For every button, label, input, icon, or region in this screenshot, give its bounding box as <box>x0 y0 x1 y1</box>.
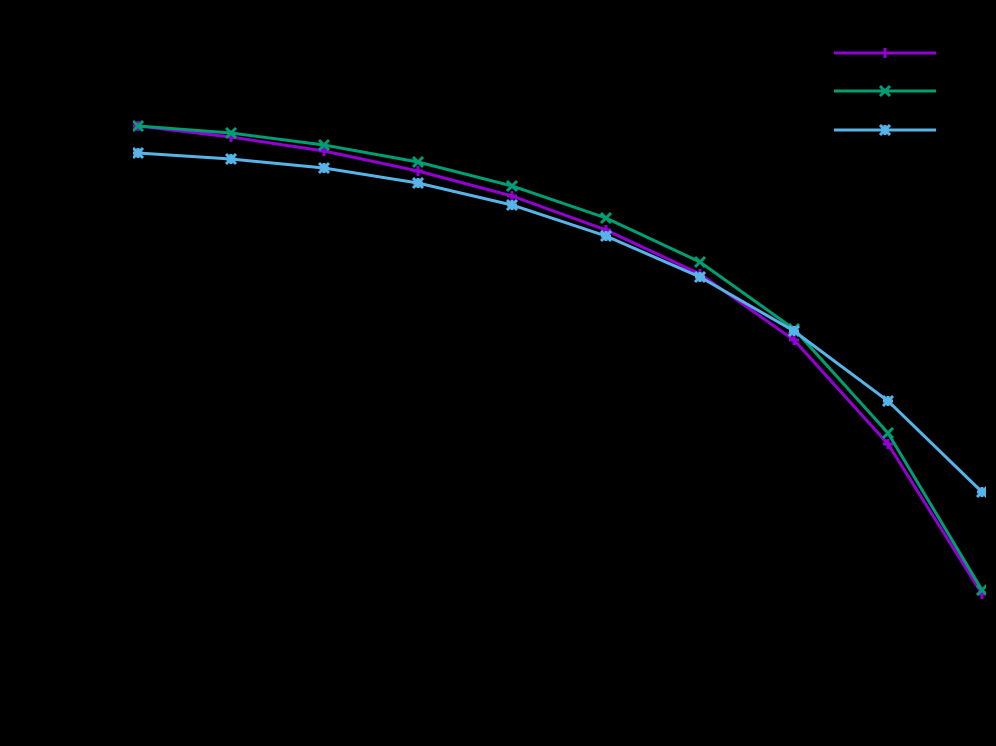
series-3 <box>133 146 986 499</box>
asterisk-marker-icon <box>411 176 425 190</box>
cross-marker-icon <box>505 179 519 193</box>
legend <box>834 48 936 137</box>
cross-marker-icon <box>975 583 986 597</box>
asterisk-marker-icon <box>975 485 986 499</box>
series-line <box>137 124 984 595</box>
cross-marker-icon <box>411 155 425 169</box>
plus-marker-icon <box>507 191 517 201</box>
legend-entry <box>834 84 936 98</box>
plus-marker-icon <box>413 166 423 176</box>
asterisk-marker-icon <box>693 270 707 284</box>
plus-marker-icon <box>880 48 890 58</box>
plus-marker-icon <box>789 335 799 345</box>
cross-marker-icon <box>599 211 613 225</box>
asterisk-marker-icon <box>224 152 238 166</box>
asterisk-marker-icon <box>878 123 892 137</box>
cross-marker-icon <box>317 138 331 152</box>
cross-marker-icon <box>133 119 145 133</box>
asterisk-marker-icon <box>599 229 613 243</box>
cross-marker-icon <box>224 126 238 140</box>
cross-marker-icon <box>693 255 707 269</box>
plus-marker-icon <box>883 439 893 449</box>
series-line <box>137 124 984 591</box>
asterisk-marker-icon <box>505 198 519 212</box>
asterisk-marker-icon <box>881 394 895 408</box>
legend-entry <box>834 48 936 58</box>
plot-area <box>133 119 986 599</box>
cross-marker-icon <box>878 84 892 98</box>
series-line <box>137 151 984 494</box>
asterisk-marker-icon <box>133 146 145 160</box>
plus-marker-icon <box>319 146 329 156</box>
cross-marker-icon <box>881 426 895 440</box>
legend-entry <box>834 123 936 137</box>
asterisk-marker-icon <box>787 324 801 338</box>
asterisk-marker-icon <box>317 161 331 175</box>
